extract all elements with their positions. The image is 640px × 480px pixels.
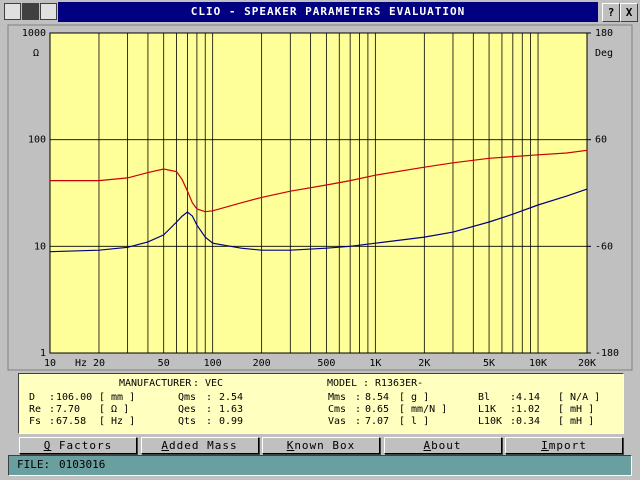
param-label: L10K bbox=[478, 416, 503, 427]
y2-tick-label: -180 bbox=[595, 348, 619, 359]
x-tick-label: 500 bbox=[317, 358, 335, 369]
x-tick-label: 20K bbox=[578, 358, 596, 369]
title-bar: CLIO - SPEAKER PARAMETERS EVALUATION ? X bbox=[0, 0, 640, 24]
x-unit: Hz bbox=[75, 358, 87, 369]
param-value: 0.99 bbox=[219, 416, 244, 427]
y-tick-label: 1 bbox=[40, 348, 46, 359]
open-icon[interactable] bbox=[4, 3, 21, 20]
param-label: L1K bbox=[478, 404, 497, 415]
y-unit: Ω bbox=[33, 48, 39, 59]
separator: : bbox=[355, 392, 362, 403]
y2-tick-label: 180 bbox=[595, 28, 613, 39]
y-tick-label: 10 bbox=[34, 241, 46, 252]
separator: : bbox=[49, 392, 56, 403]
model: R1363ER- bbox=[375, 378, 424, 389]
action-button[interactable]: About bbox=[383, 437, 502, 454]
help-button[interactable]: ? bbox=[602, 3, 620, 22]
param-label: Bl bbox=[478, 392, 491, 403]
param-unit: [ Ω ] bbox=[99, 404, 130, 415]
y-tick-label: 100 bbox=[28, 135, 46, 146]
param-label: D bbox=[29, 392, 36, 403]
param-unit: [ Hz ] bbox=[99, 416, 136, 427]
param-label: Vas bbox=[328, 416, 347, 427]
param-value: 1.02 bbox=[516, 404, 541, 415]
param-unit: [ g ] bbox=[399, 392, 430, 403]
separator: : bbox=[510, 404, 517, 415]
y-tick-label: 1000 bbox=[22, 28, 46, 39]
save-icon[interactable] bbox=[22, 3, 39, 20]
parameters-panel: MANUFACTURER: VEC MODEL: R1363ER- D:106.00[ … bbox=[18, 373, 624, 434]
param-label: Qts bbox=[178, 416, 197, 427]
param-label: Qes bbox=[178, 404, 197, 415]
x-tick-label: 5K bbox=[483, 358, 495, 369]
status-file: 0103016 bbox=[59, 458, 106, 471]
action-button[interactable]: Known Box bbox=[262, 437, 380, 454]
param-label: Qms bbox=[178, 392, 197, 403]
param-value: 0.65 bbox=[365, 404, 390, 415]
y2-unit: Deg bbox=[595, 48, 613, 59]
x-tick-label: 1K bbox=[369, 358, 381, 369]
close-button[interactable]: X bbox=[620, 3, 638, 22]
param-unit: [ l ] bbox=[399, 416, 430, 427]
action-button[interactable]: Added Mass bbox=[140, 437, 259, 454]
manufacturer-label: MANUFACTURER bbox=[119, 378, 192, 389]
x-tick-label: 10 bbox=[44, 358, 56, 369]
param-label: Cms bbox=[328, 404, 347, 415]
param-unit: [ mH ] bbox=[558, 404, 595, 415]
param-label: Re bbox=[29, 404, 42, 415]
separator: : bbox=[206, 416, 213, 427]
x-tick-label: 10K bbox=[529, 358, 547, 369]
separator: : bbox=[510, 416, 517, 427]
action-button[interactable]: Import bbox=[505, 437, 623, 454]
param-unit: [ mH ] bbox=[558, 416, 595, 427]
action-button[interactable]: Q Factors bbox=[19, 437, 137, 454]
param-value: 0.34 bbox=[516, 416, 541, 427]
param-value: 7.70 bbox=[56, 404, 81, 415]
print-icon[interactable] bbox=[40, 3, 57, 20]
y2-tick-label: -60 bbox=[595, 241, 613, 252]
separator: : bbox=[355, 404, 362, 415]
separator: : bbox=[49, 404, 56, 415]
param-value: 7.07 bbox=[365, 416, 390, 427]
model-label: MODEL bbox=[327, 378, 358, 389]
param-unit: [ N/A ] bbox=[558, 392, 601, 403]
param-value: 2.54 bbox=[219, 392, 244, 403]
x-tick-label: 50 bbox=[158, 358, 170, 369]
status-label: FILE: bbox=[17, 458, 51, 471]
manufacturer: VEC bbox=[205, 378, 224, 389]
param-value: 67.58 bbox=[56, 416, 87, 427]
x-tick-label: 2K bbox=[418, 358, 430, 369]
separator: : bbox=[206, 404, 213, 415]
series-line bbox=[49, 188, 588, 253]
param-value: 1.63 bbox=[219, 404, 244, 415]
param-label: Mms bbox=[328, 392, 347, 403]
separator: : bbox=[355, 416, 362, 427]
param-value: 4.14 bbox=[516, 392, 541, 403]
separator: : bbox=[193, 378, 200, 389]
param-unit: [ mm ] bbox=[99, 392, 136, 403]
x-tick-label: 20 bbox=[93, 358, 105, 369]
chart: 10 20 50 100 200 500 1K 2K 5K 10K 20KHz1101001000Ω… bbox=[7, 24, 633, 371]
x-tick-label: 100 bbox=[204, 358, 222, 369]
series-line bbox=[50, 149, 588, 213]
separator: : bbox=[49, 416, 56, 427]
param-value: 106.00 bbox=[56, 392, 93, 403]
status-bar: FILE: 0103016 bbox=[8, 455, 632, 476]
param-unit: [ mm/N ] bbox=[399, 404, 448, 415]
separator: : bbox=[206, 392, 213, 403]
plot-area bbox=[49, 32, 588, 354]
x-tick-label: 200 bbox=[253, 358, 271, 369]
param-label: Fs bbox=[29, 416, 42, 427]
window-title: CLIO - SPEAKER PARAMETERS EVALUATION bbox=[58, 2, 598, 22]
separator: : bbox=[363, 378, 370, 389]
param-value: 8.54 bbox=[365, 392, 390, 403]
separator: : bbox=[510, 392, 517, 403]
y2-tick-label: 60 bbox=[595, 135, 607, 146]
